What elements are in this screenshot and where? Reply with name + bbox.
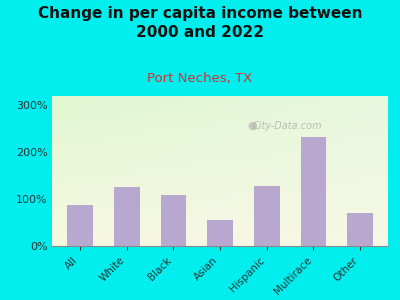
Text: Port Neches, TX: Port Neches, TX	[147, 72, 253, 85]
Text: ●: ●	[247, 121, 257, 131]
Text: City-Data.com: City-Data.com	[252, 121, 322, 131]
Bar	[207, 220, 233, 246]
Bar	[67, 205, 93, 246]
Bar	[300, 137, 326, 246]
Bar	[254, 186, 280, 246]
Text: Change in per capita income between
2000 and 2022: Change in per capita income between 2000…	[38, 6, 362, 40]
Bar	[114, 188, 140, 246]
Bar	[347, 213, 373, 246]
Bar	[160, 195, 186, 246]
